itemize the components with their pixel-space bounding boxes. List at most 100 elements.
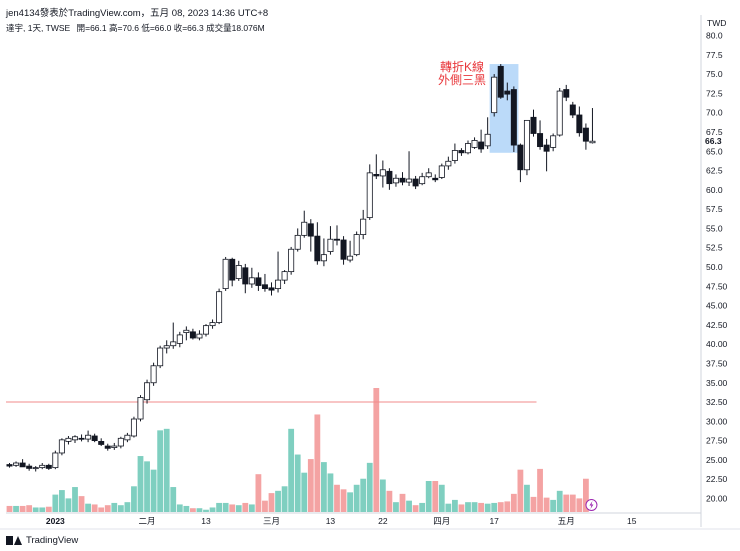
- footer-brand[interactable]: TradingView: [6, 535, 78, 546]
- candle-body: [150, 365, 157, 384]
- volume-bar: [255, 474, 262, 512]
- candle-body: [379, 169, 386, 177]
- y-tick-label: 30.00: [706, 416, 728, 426]
- volume-bar: [183, 505, 190, 512]
- candle-body: [340, 239, 347, 260]
- volume-bar: [52, 494, 59, 512]
- volume-bar: [235, 505, 242, 512]
- volume-bar: [170, 487, 177, 512]
- volume-bar: [530, 496, 537, 512]
- candle-body: [91, 435, 98, 442]
- candle-body: [39, 464, 46, 469]
- candle-body: [510, 89, 517, 146]
- candle-body: [425, 172, 432, 178]
- volume-bar: [419, 502, 426, 512]
- candle-body: [366, 172, 373, 219]
- candle-body: [268, 287, 275, 291]
- last-price-tag: [702, 135, 734, 148]
- volume-bar: [275, 490, 281, 512]
- volume-bar: [32, 507, 39, 512]
- lightning-glyph: [589, 501, 594, 509]
- candle-body: [6, 464, 13, 467]
- volume-bar: [65, 498, 72, 512]
- volume-bar: [432, 481, 439, 512]
- candle-body: [517, 144, 524, 171]
- volume-bar: [517, 469, 524, 512]
- x-tick-label: 二月: [139, 516, 156, 526]
- candle-body: [438, 165, 445, 178]
- volume-bar: [412, 505, 419, 512]
- candle-body: [491, 76, 498, 114]
- candle-body: [104, 445, 111, 449]
- volume-bar: [144, 461, 150, 512]
- candle-body: [281, 271, 288, 281]
- volume-bar: [321, 462, 327, 512]
- candle-body: [288, 248, 295, 273]
- x-tick-label: 2023: [46, 516, 65, 526]
- volume-bar: [307, 459, 314, 512]
- volume-bar: [478, 502, 484, 512]
- volume-bar: [242, 502, 249, 512]
- candle-body: [229, 258, 236, 281]
- volume-bar: [360, 478, 367, 512]
- candle-body: [569, 104, 576, 116]
- volume-bar: [19, 505, 26, 512]
- volume-bar: [13, 505, 19, 512]
- candle-body: [235, 265, 242, 279]
- candle-body: [78, 437, 85, 440]
- symbol-name[interactable]: 達宇, 1天, TWSE: [6, 23, 71, 33]
- volume-bar: [399, 493, 406, 512]
- volume-bar: [229, 504, 236, 512]
- y-tick-label: 65.0: [706, 146, 723, 156]
- candle-body: [399, 177, 406, 183]
- y-tick-label: 57.5: [706, 204, 723, 214]
- volume-bar: [39, 507, 46, 512]
- volume-bar: [353, 484, 360, 512]
- volume-bar: [576, 498, 583, 512]
- volume-bar: [556, 490, 563, 512]
- volume-bar: [203, 509, 209, 512]
- volume-bar: [294, 454, 301, 512]
- annotation-text[interactable]: 轉折K線: [440, 59, 484, 74]
- volume-bar: [543, 497, 550, 512]
- candle-body: [202, 325, 209, 335]
- candle-body: [556, 90, 563, 136]
- candle-body: [242, 267, 249, 285]
- candle-body: [183, 329, 190, 333]
- volume-bar: [484, 503, 491, 512]
- candle-body: [65, 437, 72, 442]
- y-tick-label: 20.00: [706, 494, 728, 504]
- volume-bar: [347, 492, 353, 512]
- volume-bar: [98, 507, 105, 512]
- candle-body: [248, 277, 255, 285]
- candle-body: [307, 223, 314, 237]
- symbol-legend: 達宇, 1天, TWSE 開=66.1 高=70.6 低=66.0 收=66.3…: [6, 22, 269, 34]
- volume-bar: [150, 469, 157, 512]
- volume-bar: [6, 505, 13, 512]
- candle-body: [347, 255, 354, 261]
- volume-bar: [393, 502, 399, 512]
- y-tick-label: 75.0: [706, 69, 723, 79]
- y-tick-label: 40.00: [706, 339, 728, 349]
- volume-bar: [445, 503, 452, 512]
- annotation-text[interactable]: 外側三黑: [438, 73, 486, 87]
- candle-body: [386, 170, 393, 185]
- volume-bar: [209, 507, 216, 512]
- volume-bar: [117, 505, 124, 512]
- candle-body: [537, 133, 544, 148]
- volume-bar: [91, 504, 98, 512]
- y-tick-label: 70.0: [706, 108, 723, 118]
- y-tick-label: 47.50: [706, 281, 728, 291]
- volume-bar: [491, 502, 498, 512]
- candle-body: [85, 434, 92, 440]
- candle-body: [445, 160, 452, 167]
- candle-body: [497, 65, 504, 98]
- x-tick-label: 三月: [263, 516, 280, 526]
- volume-bar: [465, 502, 471, 512]
- volume-bar: [26, 505, 33, 512]
- candle-body: [373, 173, 380, 177]
- volume-bar: [222, 502, 229, 512]
- volume-bar: [524, 484, 530, 512]
- candle-body: [189, 331, 196, 339]
